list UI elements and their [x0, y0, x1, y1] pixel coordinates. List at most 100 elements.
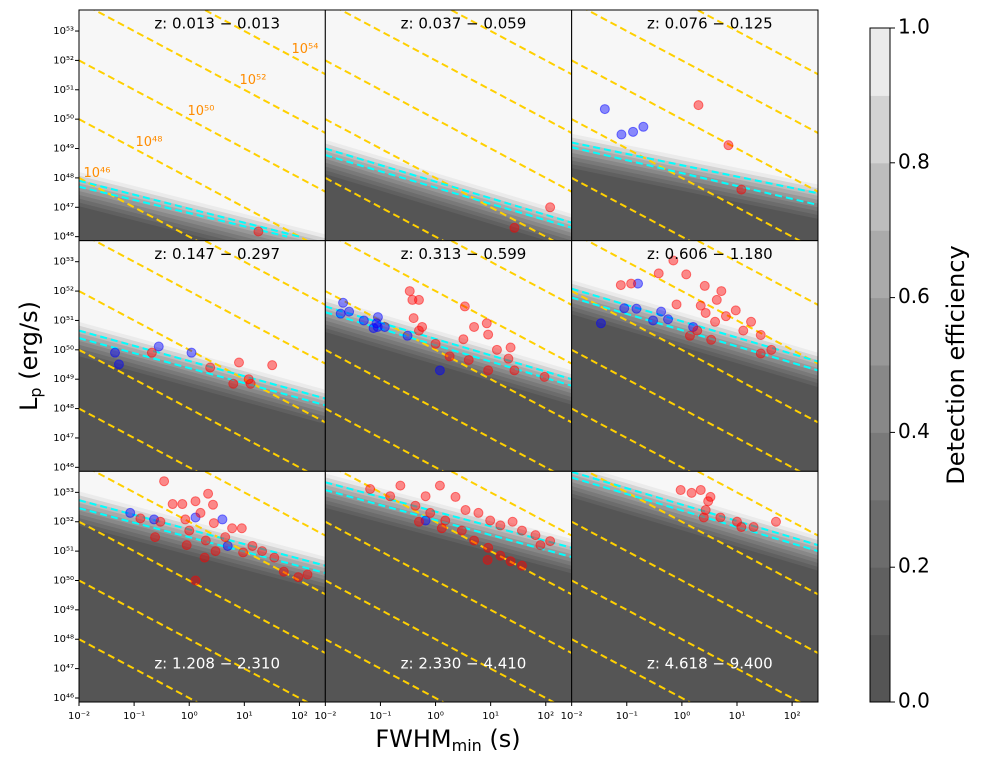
- data-point: [199, 552, 210, 563]
- data-point: [539, 371, 550, 382]
- x-tick-label: 10⁻¹: [616, 711, 638, 722]
- x-tick-label: 10⁰: [181, 711, 198, 722]
- energy-label: 10⁵⁰: [188, 104, 215, 119]
- colorbar-band: [870, 28, 890, 96]
- data-point: [245, 378, 256, 389]
- data-point: [267, 360, 278, 371]
- colorbar-frame: [869, 27, 891, 703]
- y-tick-label: 10⁵³: [53, 257, 74, 268]
- colorbar-tick-label: 1.0: [898, 15, 930, 39]
- panel-title: z: 2.330 − 4.410: [401, 655, 527, 673]
- data-point: [404, 286, 415, 297]
- data-point: [770, 516, 781, 527]
- efficiency-band: [325, 331, 572, 472]
- energy-line: [325, 579, 556, 703]
- data-point: [736, 184, 747, 195]
- y-tick-label: 10⁴⁶: [53, 693, 74, 704]
- data-point: [402, 330, 413, 341]
- colorbar-tick-label: 0.2: [898, 554, 930, 578]
- data-point: [203, 488, 214, 499]
- data-point: [483, 542, 494, 553]
- energy-line: [338, 10, 572, 134]
- data-point: [626, 278, 637, 289]
- data-point: [715, 512, 726, 523]
- data-point: [483, 365, 494, 376]
- energy-line: [449, 240, 572, 306]
- cyan-line: [571, 146, 818, 206]
- data-point: [599, 104, 610, 115]
- energy-line: [571, 118, 802, 241]
- y-tick-label: 10⁴⁷: [53, 664, 74, 675]
- data-point: [153, 341, 164, 352]
- y-tick-label: 10⁵²: [53, 517, 74, 528]
- data-point: [730, 305, 741, 316]
- colorbar-band: [870, 567, 890, 636]
- data-point: [711, 294, 722, 305]
- data-point: [495, 550, 506, 561]
- x-label-unit: (s): [482, 725, 521, 753]
- data-point: [430, 338, 441, 349]
- efficiency-band: [325, 174, 547, 241]
- data-point: [190, 575, 201, 586]
- energy-line: [585, 471, 818, 596]
- data-point: [509, 365, 520, 376]
- cyan-line: [79, 507, 326, 574]
- data-point: [619, 303, 630, 314]
- data-point: [125, 507, 136, 518]
- energy-line: [571, 520, 818, 654]
- y-tick-label: 10⁴⁶: [53, 232, 74, 243]
- data-point: [507, 516, 518, 527]
- data-point: [425, 507, 436, 518]
- data-point: [293, 572, 304, 583]
- energy-line: [571, 638, 692, 703]
- data-point: [505, 556, 516, 567]
- energy-line: [325, 59, 572, 193]
- data-point: [247, 540, 258, 551]
- energy-line: [325, 520, 572, 654]
- data-point: [420, 491, 431, 502]
- y-axis-label: Lp (erg/s): [15, 301, 45, 411]
- panel: [571, 10, 818, 241]
- data-point: [628, 126, 639, 137]
- data-point: [481, 318, 492, 329]
- data-point: [698, 512, 709, 523]
- data-point: [699, 280, 710, 291]
- y-tick-label: 10⁵¹: [53, 315, 74, 326]
- data-point: [385, 491, 396, 502]
- data-point: [180, 514, 191, 525]
- cyan-line: [325, 154, 572, 229]
- cyan-line: [79, 329, 326, 400]
- data-point: [302, 569, 313, 580]
- cyan-line: [325, 147, 572, 224]
- panel: [325, 240, 572, 472]
- x-tick-label: 10¹: [236, 711, 253, 722]
- data-point: [365, 484, 376, 495]
- y-tick-label: 10⁵³: [53, 487, 74, 498]
- data-point: [200, 535, 211, 546]
- data-point: [257, 546, 268, 557]
- y-tick-label: 10⁴⁹: [53, 374, 74, 385]
- energy-line: [571, 177, 692, 241]
- energy-line: [92, 471, 326, 596]
- energy-line: [695, 240, 818, 306]
- data-point: [269, 552, 280, 563]
- data-point: [686, 487, 697, 498]
- x-label-sub: min: [452, 736, 482, 755]
- data-point: [236, 523, 247, 534]
- energy-line: [92, 10, 326, 134]
- data-point: [379, 321, 390, 332]
- data-point: [371, 318, 382, 329]
- data-point: [436, 523, 447, 534]
- energy-line: [338, 471, 572, 596]
- panel-title: z: 0.313 − 0.599: [401, 245, 527, 263]
- data-point: [181, 540, 192, 551]
- data-point: [516, 560, 527, 571]
- colorbar-tick-label: 0.4: [898, 419, 930, 443]
- colorbar-band: [870, 162, 890, 231]
- energy-line: [202, 10, 326, 76]
- energy-line: [202, 471, 326, 537]
- data-point: [723, 140, 734, 151]
- energy-line: [79, 348, 310, 472]
- data-point: [675, 485, 686, 496]
